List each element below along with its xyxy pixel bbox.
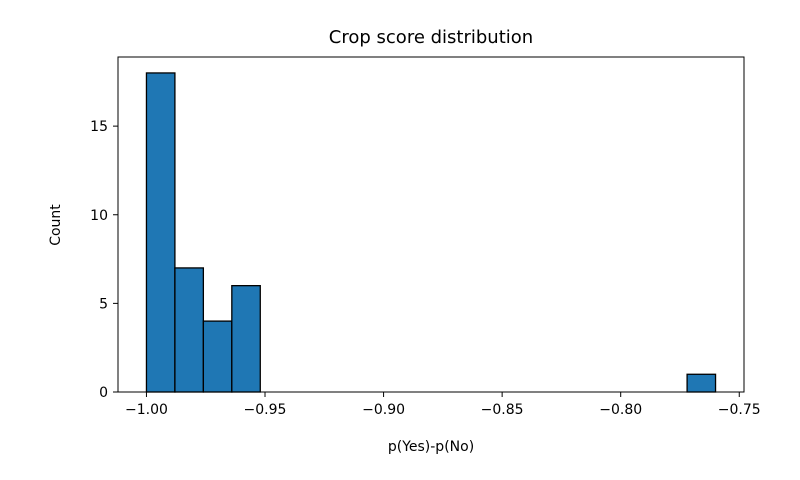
bars-group: [145, 72, 717, 393]
x-tick-label: −0.95: [244, 402, 287, 418]
y-tick-label: 0: [99, 385, 108, 401]
y-tick-label: 5: [99, 296, 108, 312]
chart-title: Crop score distribution: [329, 27, 533, 48]
y-axis-label: Count: [48, 204, 64, 246]
y-axis-ticks: 0 5 10 15: [90, 119, 118, 401]
histogram-bar: [202, 320, 233, 393]
x-tick-label: −0.85: [481, 402, 524, 418]
x-tick-label: −0.90: [362, 402, 405, 418]
y-tick-label: 10: [90, 208, 108, 224]
histogram-bar: [174, 267, 205, 393]
x-axis-ticks: −1.00 −0.95 −0.90 −0.85 −0.80 −0.75: [125, 392, 761, 418]
x-tick-label: −0.80: [599, 402, 642, 418]
histogram-bar: [145, 72, 176, 393]
y-tick-label: 15: [90, 119, 108, 135]
x-tick-label: −1.00: [125, 402, 168, 418]
x-axis-label: p(Yes)-p(No): [388, 439, 474, 455]
histogram-bar: [686, 373, 717, 393]
histogram-bar: [231, 285, 261, 393]
x-tick-label: −0.75: [718, 402, 761, 418]
plot-frame: [117, 56, 745, 393]
